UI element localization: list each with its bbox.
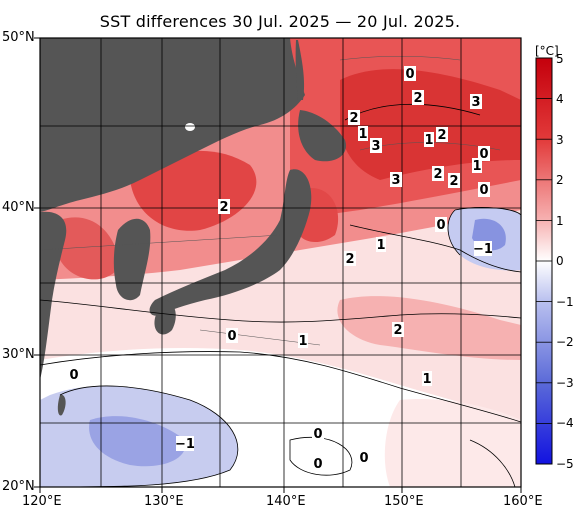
colorbar-tick: −1 <box>556 295 574 309</box>
svg-text:3: 3 <box>391 173 400 188</box>
sakhalin <box>295 40 305 100</box>
weak-warm-southeast <box>384 399 521 487</box>
contour-label: 2 <box>432 166 444 182</box>
svg-text:0: 0 <box>479 147 488 162</box>
colorbar-tick: −2 <box>556 335 574 349</box>
lon-label: 150°E <box>384 494 424 509</box>
contour-label: 2 <box>448 173 460 189</box>
contour-label: 0 <box>68 367 80 383</box>
svg-text:1: 1 <box>376 238 385 253</box>
contour-label: 2 <box>412 90 424 106</box>
svg-text:0: 0 <box>313 457 322 472</box>
cool-anomaly-southwest-core <box>89 416 186 467</box>
svg-text:−1: −1 <box>473 242 493 257</box>
svg-text:1: 1 <box>358 127 367 142</box>
contour-label: 2 <box>348 110 360 126</box>
lake <box>185 123 195 131</box>
lon-label: 160°E <box>503 494 543 509</box>
contour-label: 3 <box>470 94 482 110</box>
lon-label: 130°E <box>144 494 184 509</box>
svg-text:1: 1 <box>422 372 431 387</box>
warm-anomaly-kuroshio-ext <box>337 296 521 360</box>
svg-text:0: 0 <box>227 329 236 344</box>
colorbar-unit: [°C] <box>535 44 559 58</box>
colorbar-tick: 0 <box>556 254 564 268</box>
contour-label: 1 <box>424 132 434 148</box>
contour-label: 1 <box>376 237 386 253</box>
svg-text:0: 0 <box>479 183 488 198</box>
lat-label: 40°N <box>2 200 35 215</box>
colorbar-tick: 3 <box>556 133 564 147</box>
lat-label: 50°N <box>2 30 35 45</box>
svg-text:2: 2 <box>345 252 354 267</box>
svg-text:0: 0 <box>405 67 414 82</box>
contour-label: 2 <box>344 251 356 267</box>
colorbar-tick: 4 <box>556 92 564 106</box>
svg-text:1: 1 <box>424 133 433 148</box>
colorbar-tick: −3 <box>556 376 574 390</box>
contour-label: 2 <box>392 322 404 338</box>
hokkaido <box>298 110 346 162</box>
contour-label: 0 <box>478 146 490 162</box>
svg-text:0: 0 <box>313 427 322 442</box>
colorbar-tick: 2 <box>556 173 564 187</box>
svg-text:2: 2 <box>413 91 422 106</box>
contour-label: 0 <box>435 217 447 233</box>
contour-label: −1 <box>175 436 195 452</box>
korean-peninsula <box>113 218 151 301</box>
svg-text:3: 3 <box>371 139 380 154</box>
svg-text:−1: −1 <box>175 437 195 452</box>
taiwan <box>57 394 66 416</box>
colorbar-tick: 5 <box>556 52 564 66</box>
contour-label: 1 <box>472 158 482 174</box>
map-title: SST differences 30 Jul. 2025 — 20 Jul. 2… <box>99 12 461 31</box>
contour-label: 2 <box>436 127 448 143</box>
colorbar-tick: −5 <box>556 457 574 471</box>
contour-label: 0 <box>358 450 370 466</box>
svg-text:2: 2 <box>437 128 446 143</box>
graticule <box>40 38 521 487</box>
svg-text:2: 2 <box>349 111 358 126</box>
lon-label: 120°E <box>22 494 62 509</box>
contour-label: 1 <box>358 126 368 142</box>
svg-text:1: 1 <box>298 334 307 349</box>
map-frame <box>39 37 522 488</box>
contour-label: 0 <box>312 456 324 472</box>
contour-label: 0 <box>404 66 416 82</box>
contour-label: 0 <box>312 426 324 442</box>
svg-text:3: 3 <box>471 95 480 110</box>
svg-text:0: 0 <box>359 451 368 466</box>
svg-text:2: 2 <box>219 200 228 215</box>
lat-label: 30°N <box>2 347 35 362</box>
contour-label: −1 <box>473 241 493 257</box>
contour-labels: 0 2 3 2 1 3 1 2 0 1 3 2 2 0 2 1 2 0 −1 2… <box>68 66 493 472</box>
svg-text:1: 1 <box>472 159 481 174</box>
svg-text:2: 2 <box>393 323 402 338</box>
kyushu <box>154 299 176 335</box>
contour-label: 0 <box>478 182 490 198</box>
china-coast <box>40 211 67 380</box>
colorbar-tick: 1 <box>556 214 564 228</box>
contour-label: 2 <box>218 199 230 215</box>
svg-text:2: 2 <box>449 174 458 189</box>
contour-label: 1 <box>298 333 308 349</box>
colorbar-tick: −4 <box>556 416 574 430</box>
contour-label: 0 <box>226 328 238 344</box>
warm-anomaly-yellow-sea <box>60 217 120 280</box>
contour-label: 3 <box>370 138 382 154</box>
lon-label: 140°E <box>266 494 306 509</box>
svg-text:0: 0 <box>436 218 445 233</box>
lat-label: 20°N <box>2 479 35 494</box>
asia-mainland <box>40 38 305 212</box>
contour-label: 3 <box>390 172 402 188</box>
contour-label: 1 <box>422 371 432 387</box>
svg-text:0: 0 <box>69 368 78 383</box>
svg-text:2: 2 <box>433 167 442 182</box>
